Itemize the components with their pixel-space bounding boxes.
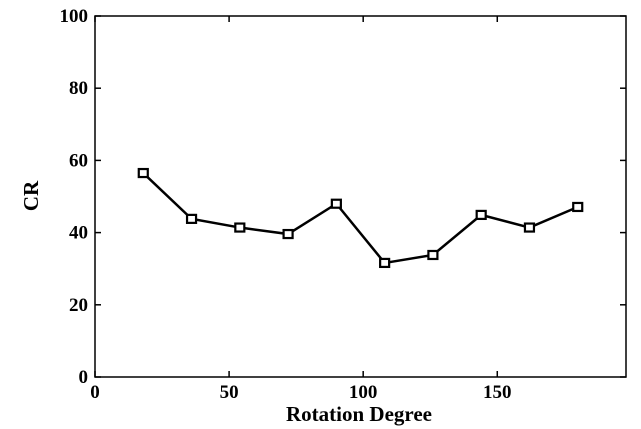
series-polyline — [142, 172, 579, 265]
x-axis: 0 50 100 150 — [90, 382, 511, 403]
plot-area — [94, 15, 627, 378]
data-point-marker — [523, 222, 536, 233]
y-axis: 0 20 40 60 80 100 — [60, 6, 89, 388]
x-tick-label: 100 — [349, 382, 378, 403]
x-tick-label: 0 — [90, 382, 100, 403]
x-tick-label: 50 — [220, 382, 239, 403]
y-tick-label: 100 — [60, 6, 89, 27]
x-tick-label: 150 — [483, 382, 512, 403]
data-point-marker — [185, 213, 198, 224]
y-tick-label: 0 — [79, 367, 89, 388]
data-point-marker — [379, 257, 391, 269]
data-point-marker — [137, 167, 149, 179]
y-tick-label: 20 — [69, 295, 88, 316]
series-line — [137, 167, 584, 269]
data-point-marker — [330, 198, 342, 209]
x-axis-label: Rotation Degree — [286, 402, 432, 426]
y-tick-label: 80 — [69, 78, 88, 99]
data-point-marker — [572, 201, 584, 213]
data-point-marker — [427, 249, 439, 261]
tick-marks — [94, 15, 626, 378]
y-tick-label: 40 — [69, 223, 88, 244]
y-axis-label: CR — [19, 180, 43, 211]
data-point-marker — [475, 209, 487, 221]
data-point-marker — [282, 228, 294, 240]
data-point-marker — [234, 222, 246, 233]
y-tick-label: 60 — [69, 150, 88, 171]
